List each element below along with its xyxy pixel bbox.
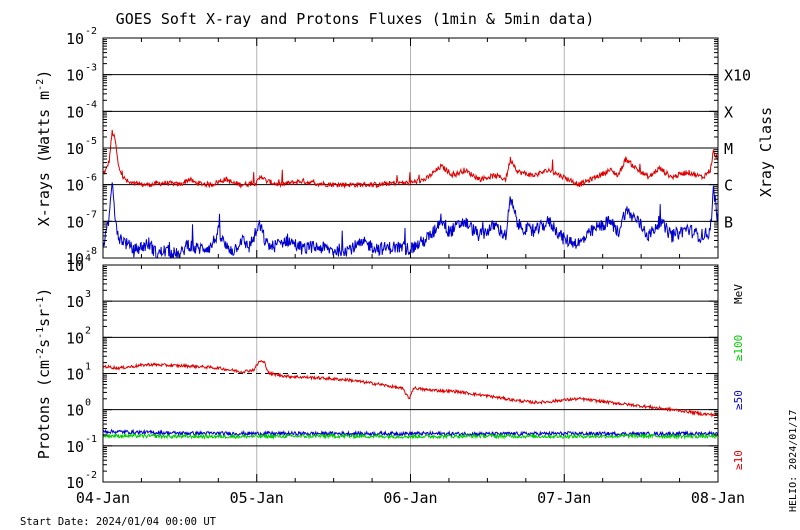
y-tick-label: 10: [66, 213, 84, 231]
proton-legend-label: ≥50: [732, 390, 745, 410]
y-tick-exponent: 0: [85, 398, 91, 409]
x-tick-label: 05-Jan: [230, 489, 284, 507]
chart-title: GOES Soft X-ray and Protons Fluxes (1min…: [116, 10, 595, 28]
xray-class-label: X10: [724, 67, 751, 85]
y-tick-label: 10: [66, 438, 84, 456]
xray-class-label: C: [724, 177, 733, 195]
proton-legend-label: MeV: [732, 284, 745, 304]
y-axis-title: X-rays (Watts m-2): [35, 70, 53, 227]
x-tick-label: 04-Jan: [76, 489, 130, 507]
y-tick-exponent: -3: [85, 63, 97, 74]
series-line: [102, 182, 719, 260]
y-tick-exponent: -2: [85, 470, 97, 481]
y-tick-exponent: -8: [85, 246, 97, 257]
y-tick-label: 10: [66, 177, 84, 195]
y-tick-exponent: -7: [85, 209, 97, 220]
series-line: [102, 129, 719, 189]
y-tick-label: 10: [66, 103, 84, 121]
xray-class-label: M: [724, 140, 733, 158]
y-tick-label: 10: [66, 250, 84, 268]
proton-legend-label: ≥10: [732, 450, 745, 470]
start-date-label: Start Date: 2024/01/04 00:00 UT: [20, 516, 217, 528]
proton-legend-label: ≥100: [732, 335, 745, 362]
x-tick-label: 08-Jan: [691, 489, 745, 507]
xray-class-label: B: [724, 213, 733, 231]
y-tick-exponent: 1: [85, 362, 91, 373]
y-tick-exponent: 4: [85, 253, 91, 264]
y-tick-label: 10: [66, 402, 84, 420]
xray-panel: 10-810-710-610-510-410-310 -2X-rays (Watt…: [35, 26, 775, 268]
y-tick-label: 10: [66, 366, 84, 384]
y-tick-label: 10: [66, 140, 84, 158]
y-tick-label: 10: [66, 474, 84, 492]
helio-date-label: HELIO: 2024/01/17: [788, 410, 799, 512]
x-axis: 04-Jan 05-Jan 06-Jan 07-Jan 08-Jan: [76, 38, 745, 507]
xray-class-label: X: [724, 103, 733, 121]
y-tick-label: 10: [66, 293, 84, 311]
y-tick-exponent: -2: [85, 26, 97, 37]
y-tick-exponent: -6: [85, 173, 97, 184]
y-tick-exponent: -1: [85, 434, 97, 445]
xray-class-axis-title: Xray Class: [757, 107, 775, 197]
y-tick-exponent: 2: [85, 325, 91, 336]
y-tick-exponent: -4: [85, 99, 97, 110]
y-tick-label: 10: [66, 257, 84, 275]
series-line: [102, 360, 719, 418]
x-tick-label: 06-Jan: [383, 489, 437, 507]
y-tick-label: 10: [66, 329, 84, 347]
x-tick-label: 07-Jan: [537, 489, 591, 507]
y-tick-label: 10: [66, 67, 84, 85]
y-tick-exponent: -5: [85, 136, 97, 147]
series-line: [102, 432, 719, 440]
y-tick-label: 10: [66, 30, 84, 48]
y-axis-title: Protons (cm-2s-1sr-1): [35, 288, 53, 460]
y-tick-exponent: 3: [85, 289, 91, 300]
